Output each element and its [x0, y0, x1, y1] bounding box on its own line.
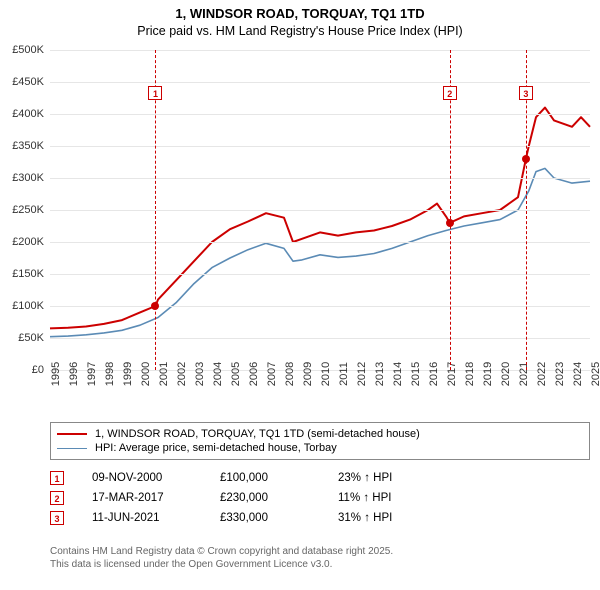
chart-area: £0£50K£100K£150K£200K£250K£300K£350K£400…	[50, 50, 590, 370]
x-axis-label: 2024	[572, 362, 584, 386]
sale-dot	[151, 302, 159, 310]
series-hpi	[50, 168, 590, 336]
y-axis-label: £250K	[0, 204, 44, 216]
x-axis-label: 1996	[68, 362, 80, 386]
x-axis-label: 2022	[536, 362, 548, 386]
event-delta: 11% ↑ HPI	[338, 492, 438, 504]
legend-item: HPI: Average price, semi-detached house,…	[57, 441, 583, 455]
x-axis-label: 2010	[320, 362, 332, 386]
title-block: 1, WINDSOR ROAD, TORQUAY, TQ1 1TD Price …	[0, 0, 600, 39]
x-axis-label: 2014	[392, 362, 404, 386]
y-axis-label: £300K	[0, 172, 44, 184]
event-price: £330,000	[220, 512, 310, 524]
x-axis-label: 2015	[410, 362, 422, 386]
event-row: 3 11-JUN-2021 £330,000 31% ↑ HPI	[50, 508, 590, 528]
legend-swatch	[57, 448, 87, 449]
grid-line	[50, 338, 590, 339]
x-axis-label: 2005	[230, 362, 242, 386]
event-price: £230,000	[220, 492, 310, 504]
y-axis-label: £150K	[0, 268, 44, 280]
footer: Contains HM Land Registry data © Crown c…	[50, 546, 590, 571]
x-axis-label: 1995	[50, 362, 62, 386]
x-axis-label: 1999	[122, 362, 134, 386]
x-axis-label: 2020	[500, 362, 512, 386]
event-price: £100,000	[220, 472, 310, 484]
x-axis-label: 2013	[374, 362, 386, 386]
x-axis-label: 2000	[140, 362, 152, 386]
event-row: 1 09-NOV-2000 £100,000 23% ↑ HPI	[50, 468, 590, 488]
x-axis-label: 2017	[446, 362, 458, 386]
sale-dot	[446, 219, 454, 227]
event-date: 11-JUN-2021	[92, 512, 192, 524]
sale-dot	[522, 155, 530, 163]
legend-swatch	[57, 433, 87, 435]
x-axis-label: 2019	[482, 362, 494, 386]
footer-line2: This data is licensed under the Open Gov…	[50, 559, 590, 572]
y-axis-label: £400K	[0, 108, 44, 120]
y-axis-label: £500K	[0, 44, 44, 56]
x-axis-label: 2004	[212, 362, 224, 386]
legend-item: 1, WINDSOR ROAD, TORQUAY, TQ1 1TD (semi-…	[57, 427, 583, 441]
x-axis-label: 2003	[194, 362, 206, 386]
event-delta: 23% ↑ HPI	[338, 472, 438, 484]
grid-line	[50, 242, 590, 243]
grid-line	[50, 306, 590, 307]
y-axis-label: £0	[0, 364, 44, 376]
y-axis-label: £350K	[0, 140, 44, 152]
grid-line	[50, 178, 590, 179]
series-price_paid	[50, 108, 590, 329]
marker-box: 2	[443, 86, 457, 100]
title-line2: Price paid vs. HM Land Registry's House …	[0, 23, 600, 39]
event-date: 17-MAR-2017	[92, 492, 192, 504]
x-axis-label: 2008	[284, 362, 296, 386]
plot-surface: £0£50K£100K£150K£200K£250K£300K£350K£400…	[50, 50, 590, 370]
x-axis-label: 2001	[158, 362, 170, 386]
event-row: 2 17-MAR-2017 £230,000 11% ↑ HPI	[50, 488, 590, 508]
event-delta: 31% ↑ HPI	[338, 512, 438, 524]
grid-line	[50, 50, 590, 51]
x-axis-label: 2018	[464, 362, 476, 386]
x-axis-label: 2011	[338, 362, 350, 386]
event-marker: 2	[50, 491, 64, 505]
chart-container: 1, WINDSOR ROAD, TORQUAY, TQ1 1TD Price …	[0, 0, 600, 590]
grid-line	[50, 114, 590, 115]
y-axis-label: £50K	[0, 332, 44, 344]
x-axis-label: 1998	[104, 362, 116, 386]
x-axis-label: 2025	[590, 362, 600, 386]
x-axis-label: 2016	[428, 362, 440, 386]
x-axis-label: 2002	[176, 362, 188, 386]
legend: 1, WINDSOR ROAD, TORQUAY, TQ1 1TD (semi-…	[50, 422, 590, 460]
x-axis-label: 1997	[86, 362, 98, 386]
y-axis-label: £200K	[0, 236, 44, 248]
legend-label: HPI: Average price, semi-detached house,…	[95, 442, 337, 454]
title-line1: 1, WINDSOR ROAD, TORQUAY, TQ1 1TD	[0, 6, 600, 23]
x-axis-label: 2023	[554, 362, 566, 386]
x-axis-label: 2021	[518, 362, 530, 386]
x-axis-label: 2007	[266, 362, 278, 386]
legend-label: 1, WINDSOR ROAD, TORQUAY, TQ1 1TD (semi-…	[95, 428, 420, 440]
event-marker: 3	[50, 511, 64, 525]
grid-line	[50, 82, 590, 83]
event-date: 09-NOV-2000	[92, 472, 192, 484]
footer-line1: Contains HM Land Registry data © Crown c…	[50, 546, 590, 559]
x-axis-label: 2012	[356, 362, 368, 386]
marker-box: 1	[148, 86, 162, 100]
grid-line	[50, 210, 590, 211]
grid-line	[50, 146, 590, 147]
grid-line	[50, 274, 590, 275]
x-axis-label: 2009	[302, 362, 314, 386]
marker-box: 3	[519, 86, 533, 100]
event-marker: 1	[50, 471, 64, 485]
y-axis-label: £450K	[0, 76, 44, 88]
x-axis-label: 2006	[248, 362, 260, 386]
events-table: 1 09-NOV-2000 £100,000 23% ↑ HPI 2 17-MAR-201…	[50, 468, 590, 528]
y-axis-label: £100K	[0, 300, 44, 312]
